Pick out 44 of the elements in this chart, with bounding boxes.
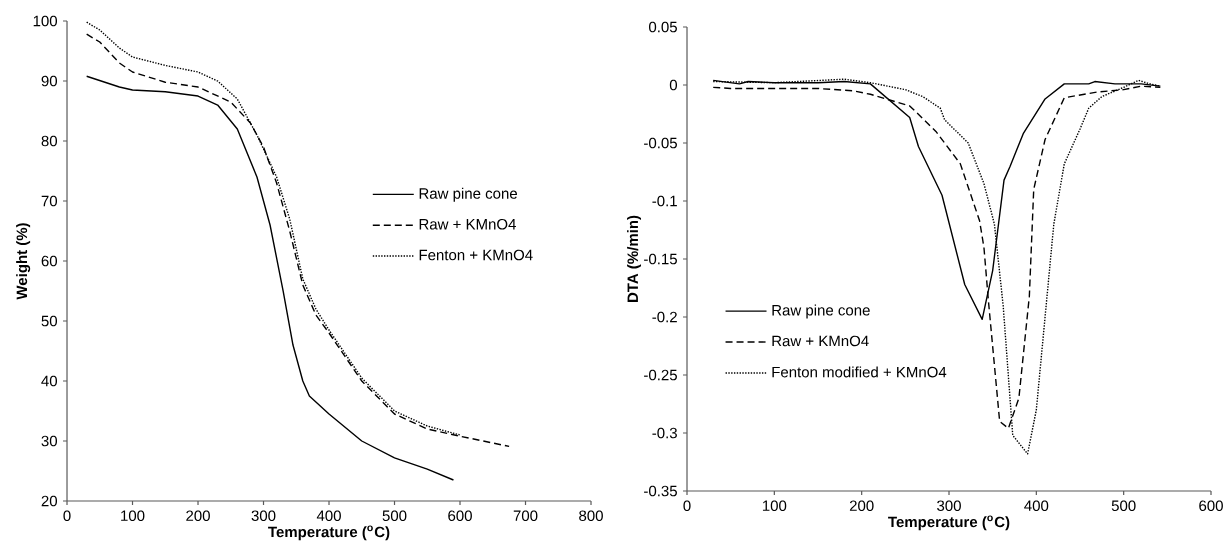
legend-label: Raw pine cone [419, 187, 518, 202]
y-tick-label: 50 [41, 315, 58, 327]
y-axis-title: Weight (%) [16, 223, 31, 300]
y-tick-label: -0.1 [652, 195, 677, 207]
legend-label: Fenton modified + KMnO4 [772, 366, 947, 378]
y-tick-label: 90 [41, 75, 58, 87]
legend-label: Raw + KMnO4 [419, 218, 516, 230]
legend-label: Fenton + KMnO4 [419, 249, 533, 261]
x-tick-label: 800 [579, 510, 603, 522]
x-tick-label: 500 [382, 510, 407, 522]
x-tick-label: 300 [251, 510, 276, 522]
y-axis-title: DTA (%/min) [627, 215, 642, 303]
x-tick-label: 400 [316, 510, 341, 522]
y-tick-label: 70 [41, 195, 58, 207]
y-tick-label: -0.05 [644, 137, 677, 149]
y-tick-label: 60 [41, 255, 58, 267]
x-tick-label: 100 [121, 510, 145, 522]
x-tick-label: 600 [448, 510, 472, 522]
x-axis-title: Temperature ($^{o}$C) [888, 515, 1010, 531]
x-tick-label: 400 [1024, 500, 1049, 512]
x-tick-label: 600 [1199, 500, 1223, 512]
legend-label: Raw + KMnO4 [772, 335, 869, 347]
y-tick-label: 30 [41, 435, 58, 447]
y-tick-label: 0 [669, 79, 678, 91]
y-tick-label: 0.05 [649, 21, 677, 33]
y-tick-label: 80 [41, 135, 58, 147]
y-tick-label: -0.3 [652, 427, 677, 439]
y-tick-label: -0.25 [644, 369, 677, 381]
x-tick-label: 100 [762, 500, 787, 512]
x-tick-label: 200 [186, 510, 210, 522]
y-tick-label: -0.35 [644, 485, 677, 497]
x-tick-label: 0 [683, 500, 691, 512]
legend-label: Raw pine cone [772, 304, 870, 319]
x-tick-label: 200 [849, 500, 874, 512]
y-tick-label: 100 [33, 15, 58, 27]
x-tick-label: 500 [1111, 500, 1136, 512]
x-tick-label: 0 [63, 510, 71, 522]
y-tick-label: 20 [41, 495, 58, 507]
y-tick-label: -0.2 [652, 311, 677, 323]
x-axis-title: Temperature ($^{o}$C) [268, 525, 390, 541]
x-tick-label: 700 [513, 510, 538, 522]
y-tick-label: 40 [41, 375, 58, 387]
y-tick-label: -0.15 [644, 253, 677, 265]
x-tick-label: 300 [937, 500, 961, 512]
